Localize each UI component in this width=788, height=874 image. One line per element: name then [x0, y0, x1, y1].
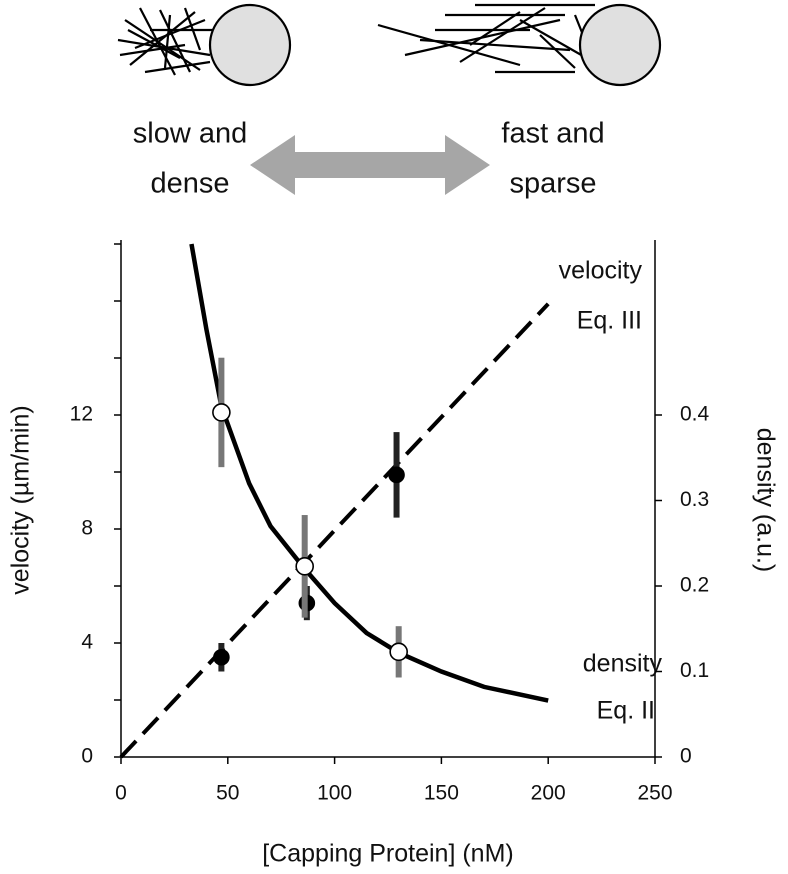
- filament: [139, 7, 176, 76]
- y2-tick-label: 0.2: [680, 574, 709, 597]
- filament: [183, 7, 202, 51]
- y2-tick-label: 0: [680, 745, 692, 768]
- x-axis-title: [Capping Protein] (nM): [262, 840, 514, 868]
- y2-axis-title: density (a.u.): [751, 428, 779, 573]
- data-line: [189, 243, 549, 703]
- filament: [539, 34, 576, 69]
- annotation: velocity: [559, 257, 643, 285]
- filament: [459, 7, 546, 63]
- filament: [119, 43, 186, 57]
- bead: [208, 3, 292, 87]
- filament: [159, 9, 191, 73]
- x-tick-label: 50: [216, 782, 239, 805]
- illustration: [117, 3, 662, 87]
- data-point: [212, 403, 231, 422]
- filament: [469, 11, 521, 46]
- y-tick-label: 0: [81, 745, 93, 768]
- x-tick-label: 200: [531, 782, 566, 805]
- filament: [127, 29, 181, 59]
- data-point: [388, 466, 405, 484]
- bead: [578, 3, 662, 87]
- annotation: Eq. III: [577, 307, 642, 335]
- double-arrow: [250, 135, 490, 195]
- y2-tick-label: 0.4: [680, 403, 710, 426]
- filament: [519, 19, 591, 61]
- annotation: Eq. II: [597, 697, 655, 725]
- data-point: [213, 648, 230, 666]
- x-tick-label: 0: [115, 782, 127, 805]
- illustration-label: dense: [150, 168, 229, 200]
- data-line: [119, 302, 550, 759]
- illustration-label: sparse: [509, 168, 596, 200]
- y2-tick-label: 0.3: [680, 488, 709, 511]
- annotation: density: [583, 650, 663, 678]
- filament: [163, 14, 172, 69]
- filament: [134, 18, 206, 50]
- filament: [124, 19, 201, 71]
- y-axis-title: velocity (µm/min): [7, 405, 35, 594]
- x-tick-label: 100: [317, 782, 352, 805]
- y2-tick-label: 0.1: [680, 659, 709, 682]
- x-tick-label: 250: [637, 782, 672, 805]
- illustration-label: slow and: [133, 118, 247, 150]
- filament: [419, 38, 571, 52]
- data-point: [389, 642, 408, 662]
- data-point: [295, 557, 314, 576]
- y-tick-label: 4: [81, 631, 93, 654]
- y-tick-label: 12: [70, 403, 93, 426]
- y-tick-label: 8: [81, 517, 93, 540]
- illustration-label: fast and: [501, 118, 604, 150]
- filament: [129, 11, 196, 66]
- filament: [144, 60, 211, 74]
- x-tick-label: 150: [424, 782, 459, 805]
